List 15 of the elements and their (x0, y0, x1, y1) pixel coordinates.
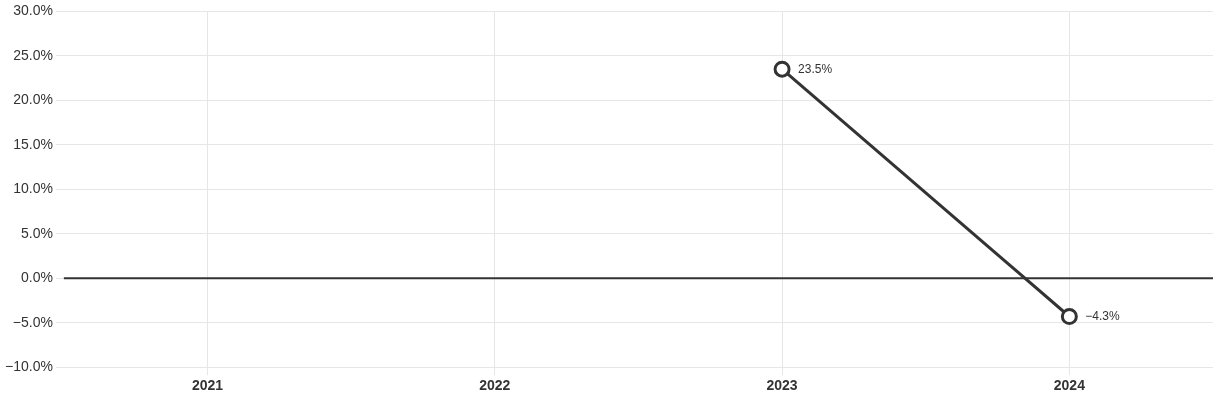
y-tick-label: 20.0% (13, 91, 53, 108)
x-tick-label: 2023 (766, 377, 798, 394)
x-tick-label: 2022 (479, 377, 511, 394)
y-tick-label: −5.0% (12, 313, 53, 330)
y-tick-label: 30.0% (13, 2, 53, 19)
y-tick-label: 10.0% (13, 180, 53, 197)
y-tick-label: 25.0% (13, 46, 53, 63)
y-tick-label: 15.0% (13, 135, 53, 152)
x-tick-label: 2024 (1053, 377, 1086, 394)
y-tick-label: 0.0% (20, 269, 53, 286)
y-tick-label: −10.0% (5, 358, 53, 375)
data-label: 23.5% (798, 61, 833, 76)
data-label: −4.3% (1085, 308, 1121, 323)
y-tick-label: 5.0% (20, 224, 53, 241)
x-tick-label: 2021 (191, 377, 224, 394)
